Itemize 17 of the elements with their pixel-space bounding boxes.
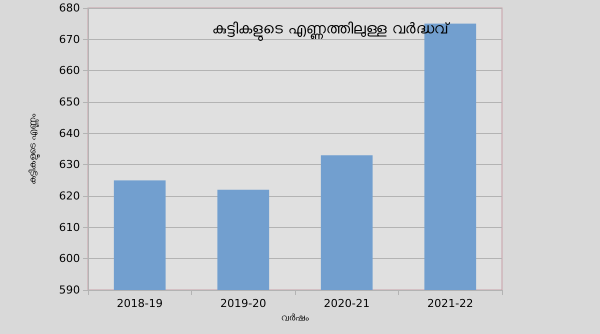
x-tick-label: 2018-19 (116, 297, 163, 310)
y-tick-label: 660 (59, 64, 80, 78)
x-tick-label: 2019-20 (220, 297, 266, 310)
y-tick-label: 640 (59, 126, 80, 140)
x-axis-title: വർഷം (281, 313, 309, 324)
y-axis-title: കുട്ടികളുടെ എണ്ണം (28, 114, 40, 184)
y-tick-label: 600 (59, 252, 80, 266)
y-tick-label: 680 (59, 2, 80, 14)
y-tick-label: 670 (59, 32, 80, 46)
x-tick-label: 2021-22 (427, 297, 474, 310)
y-tick-label: 610 (59, 220, 80, 234)
y-tick-label: 650 (59, 96, 80, 108)
text: കുട്ടികളുടെ എണ്ണത്തിലുള്ള വർദ്ധവ് (212, 20, 451, 42)
y-tick-label: 630 (59, 158, 80, 172)
x-tick-label: 2020-21 (324, 297, 370, 310)
y-tick-label: 590 (59, 284, 80, 296)
y-tick-label: 620 (59, 190, 80, 202)
